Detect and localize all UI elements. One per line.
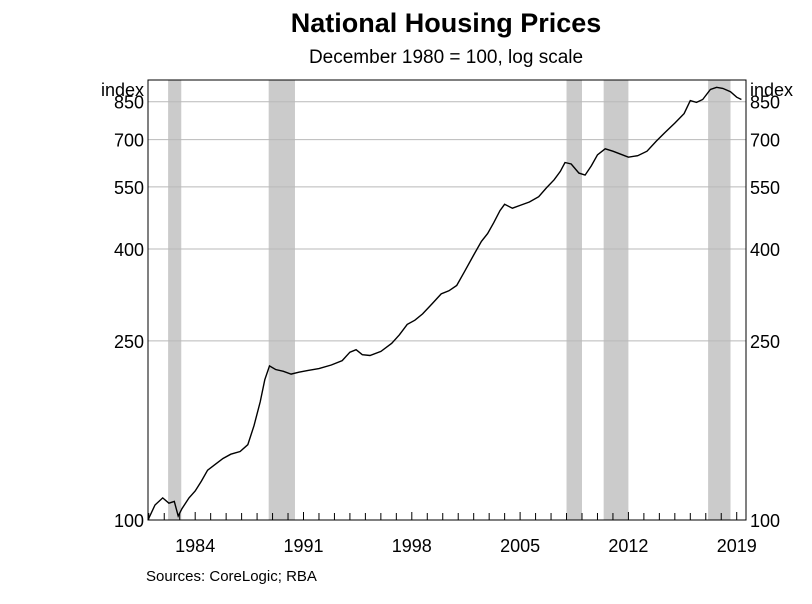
recession-shading-group bbox=[168, 80, 731, 520]
x-tick-label-2019: 2019 bbox=[717, 536, 757, 556]
y-tick-label-right-400: 400 bbox=[750, 240, 780, 260]
y-tick-label-left-250: 250 bbox=[114, 332, 144, 352]
y-tick-label-left-400: 400 bbox=[114, 240, 144, 260]
shaded-period-3 bbox=[603, 80, 629, 520]
y-axis-labels: 100 100 250 250 400 400 550 550 700 700 850 850 bbox=[114, 93, 780, 531]
y-tick-label-right-550: 550 bbox=[750, 178, 780, 198]
plot-frame bbox=[147, 79, 747, 521]
y-tick-label-right-700: 700 bbox=[750, 131, 780, 151]
y-tick-label-right-250: 250 bbox=[750, 332, 780, 352]
y-tick-label-left-100: 100 bbox=[114, 511, 144, 531]
y-tick-label-left-850: 850 bbox=[114, 93, 144, 113]
sources-note: Sources: CoreLogic; RBA bbox=[146, 568, 317, 585]
gridlines-group bbox=[148, 101, 746, 342]
x-tick-label-1984: 1984 bbox=[175, 536, 215, 556]
chart-subtitle: December 1980 = 100, log scale bbox=[308, 47, 584, 68]
y-tick-label-right-100: 100 bbox=[750, 511, 780, 531]
y-tick-label-left-700: 700 bbox=[114, 131, 144, 151]
x-tick-label-1998: 1998 bbox=[392, 536, 432, 556]
series-line bbox=[147, 86, 742, 521]
y-axis-title-left: index bbox=[101, 80, 144, 100]
shaded-period-0 bbox=[168, 80, 182, 520]
y-tick-label-left-550: 550 bbox=[114, 178, 144, 198]
y-tick-label-right-850: 850 bbox=[750, 93, 780, 113]
x-axis-ticks: 1984 1991 1998 2005 2012 2019 bbox=[148, 512, 757, 556]
x-tick-label-1991: 1991 bbox=[283, 536, 323, 556]
x-tick-label-2005: 2005 bbox=[500, 536, 540, 556]
chart-title: National Housing Prices bbox=[290, 8, 602, 38]
shaded-period-4 bbox=[708, 80, 731, 520]
shaded-period-2 bbox=[566, 80, 582, 520]
x-tick-label-2012: 2012 bbox=[608, 536, 648, 556]
y-axis-title-right: index bbox=[750, 80, 793, 100]
shaded-period-1 bbox=[268, 80, 295, 520]
